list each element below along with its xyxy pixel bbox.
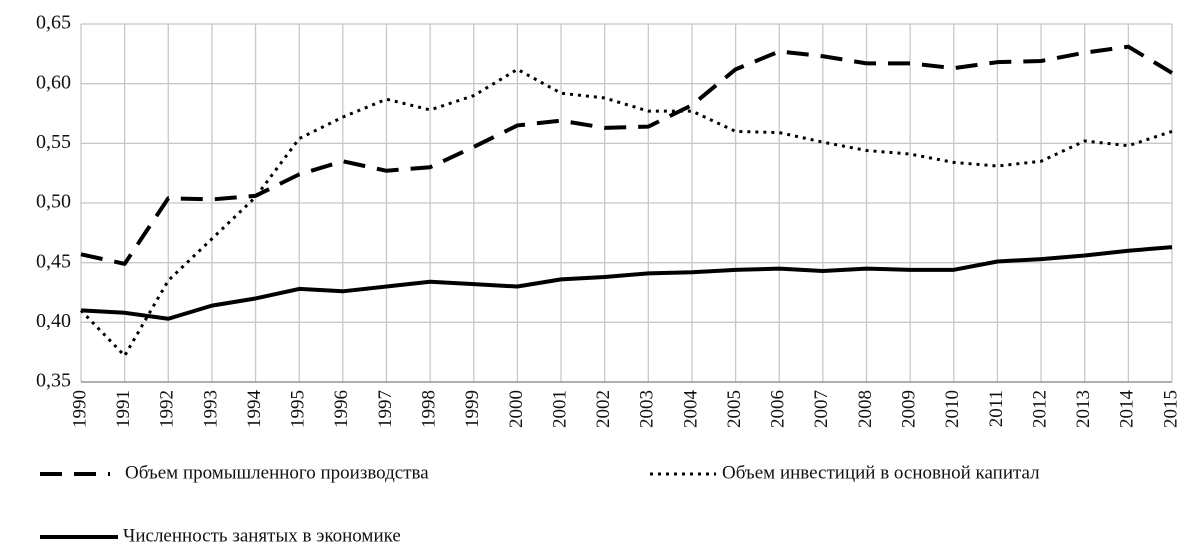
x-tick-label: 1999 [462, 390, 483, 428]
x-tick-label: 2011 [986, 390, 1007, 427]
x-tick-label: 2004 [680, 390, 701, 429]
x-tick-label: 1994 [244, 390, 265, 429]
y-tick-label: 0,45 [36, 250, 71, 272]
y-tick-label: 0,65 [36, 12, 71, 34]
y-tick-label: 0,60 [36, 71, 71, 93]
x-tick-label: 2006 [768, 390, 789, 428]
x-tick-label: 1990 [69, 390, 90, 428]
legend-label: Объем инвестиций в основной капитал [722, 462, 1040, 483]
x-tick-label: 2013 [1073, 390, 1094, 428]
x-tick-label: 1992 [157, 390, 178, 428]
series-line [80, 44, 1174, 266]
x-tick-label: 2015 [1160, 390, 1181, 428]
x-tick-label: 2012 [1029, 390, 1050, 428]
x-tick-label: 1998 [418, 390, 439, 428]
x-tick-label: 2007 [811, 390, 832, 428]
y-tick-label: 0,35 [36, 370, 71, 392]
x-tick-label: 2002 [593, 390, 614, 428]
x-tick-label: 1995 [288, 390, 309, 428]
y-tick-label: 0,55 [36, 131, 71, 153]
series-line [80, 245, 1173, 321]
x-tick-label: 2010 [942, 390, 963, 428]
x-tick-label: 2014 [1117, 390, 1138, 429]
y-tick-label: 0,40 [36, 310, 71, 332]
x-tick-label: 1993 [200, 390, 221, 428]
x-tick-label: 2003 [637, 390, 658, 428]
series-line [79, 67, 1173, 358]
x-tick-label: 1991 [113, 390, 134, 428]
y-tick-label: 0,50 [36, 191, 71, 213]
legend-label: Объем промышленного производства [125, 462, 429, 483]
x-tick-label: 2005 [724, 390, 745, 428]
x-tick-label: 1996 [331, 390, 352, 428]
x-tick-label: 2009 [899, 390, 920, 428]
legend-label: Численность занятых в экономике [123, 525, 401, 546]
x-tick-label: 1997 [375, 390, 396, 428]
x-tick-label: 2000 [506, 390, 527, 428]
x-tick-label: 2001 [549, 390, 570, 428]
x-tick-label: 2008 [855, 390, 876, 428]
